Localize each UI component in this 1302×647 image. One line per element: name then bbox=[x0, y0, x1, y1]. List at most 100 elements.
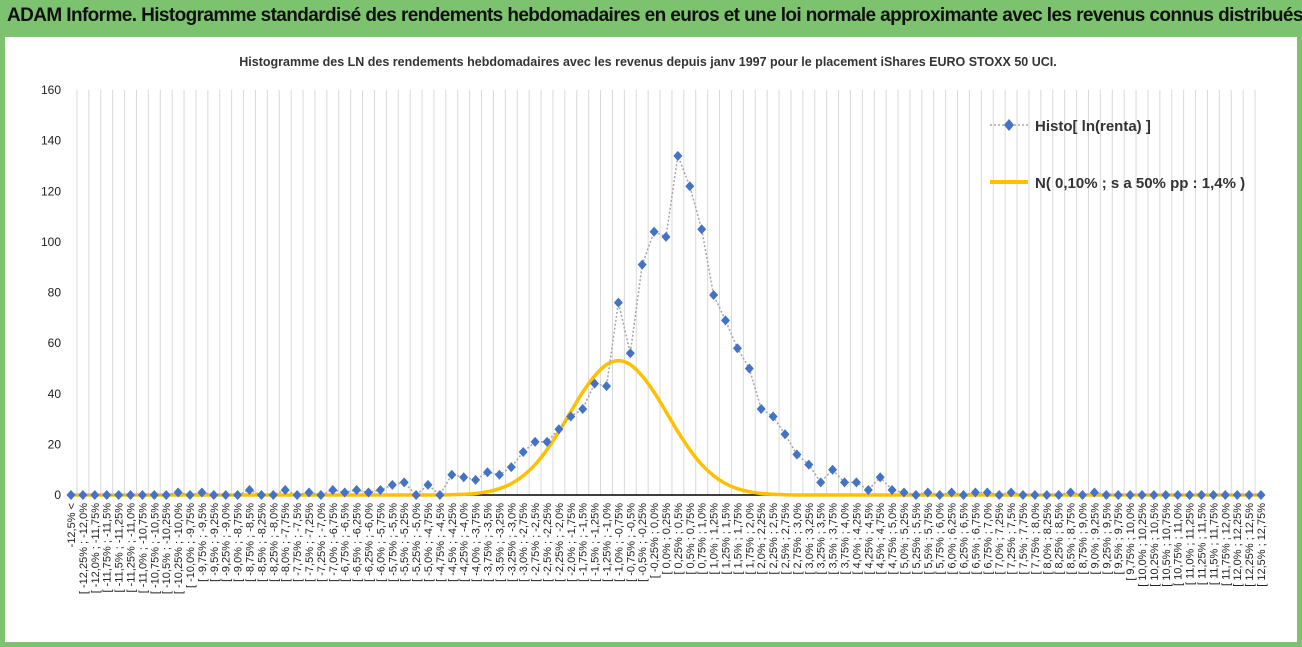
x-tick-label: [ 9,0% ; 9,25% bbox=[1089, 503, 1101, 575]
y-tick-label: 80 bbox=[48, 286, 62, 300]
histo-point bbox=[613, 297, 623, 308]
histo-point bbox=[459, 472, 469, 483]
x-tick-label: [ 1,5% ; 1,75% bbox=[732, 503, 744, 575]
histo-point bbox=[66, 490, 76, 500]
x-tick-label: [ -4,0% ; -3,75% bbox=[471, 503, 483, 582]
x-tick-label: [ -10,0% ; -9,75% bbox=[185, 503, 197, 588]
histo-point bbox=[173, 487, 183, 498]
x-tick-label: [ 11,75% ; 12,0% bbox=[1220, 503, 1232, 586]
histo-point bbox=[90, 490, 100, 500]
normal-curve bbox=[70, 358, 1261, 497]
histo-point bbox=[721, 315, 730, 326]
x-tick-label: [ 12,0% ; 12,25% bbox=[1232, 503, 1244, 587]
histo-point bbox=[411, 490, 421, 500]
histo-point bbox=[1149, 490, 1159, 500]
x-tick-label: [ -8,75% ; -8,5% bbox=[245, 503, 257, 582]
x-tick-label: [ -2,25% ; -2,0% bbox=[554, 503, 566, 582]
histo-point bbox=[1220, 490, 1230, 500]
histo-point bbox=[1185, 490, 1195, 500]
x-tick-label: [ -8,5% ; -8,25% bbox=[256, 503, 268, 582]
x-tick-label: [ 7,75% ; 8,0% bbox=[1030, 503, 1042, 575]
x-tick-label: [ 7,0% ; 7,25% bbox=[994, 503, 1006, 575]
x-tick-label: [ 12,5% ; 12,75% bbox=[1256, 503, 1268, 587]
histo-point bbox=[685, 181, 695, 192]
histo-point bbox=[1125, 490, 1135, 500]
x-tick-label: [ 6,75% ; 7,0% bbox=[982, 503, 994, 575]
y-tick-label: 60 bbox=[48, 336, 62, 350]
x-tick-label: [ -4,75% ; -4,5% bbox=[435, 503, 447, 582]
x-tick-label: [ -5,5% ; -5,25% bbox=[399, 503, 411, 582]
histo-point bbox=[423, 479, 433, 490]
frame-left bbox=[0, 37, 5, 647]
histo-point bbox=[768, 411, 778, 422]
x-tick-label: [ -11,75% ; -11,5% bbox=[102, 503, 114, 593]
histo-point bbox=[625, 348, 635, 359]
histo-line bbox=[71, 152, 1261, 497]
x-tick-label: [ 4,25% ; 4,5% bbox=[863, 503, 875, 575]
x-tick-label: [ 7,5% ; 7,75% bbox=[1018, 503, 1030, 575]
histo-point bbox=[899, 487, 909, 498]
chart-title: Histogramme des LN des rendements hebdom… bbox=[239, 55, 1056, 69]
histo-point bbox=[947, 487, 957, 498]
x-tick-label: [ 11,5% ; 11,75% bbox=[1208, 503, 1220, 585]
y-tick-label: 160 bbox=[41, 83, 61, 97]
histo-point bbox=[840, 477, 849, 488]
histo-point bbox=[221, 490, 231, 500]
frame-right bbox=[1297, 37, 1302, 647]
histo-point bbox=[697, 224, 707, 235]
x-tick-label: [ -10,5% ; -10,25% bbox=[161, 503, 173, 594]
x-tick-label: [ 5,5% ; 5,75% bbox=[923, 503, 935, 575]
x-tick-label: [ -7,0% ; -6,75% bbox=[328, 503, 340, 582]
x-tick-label: [ 10,0% ; 10,25% bbox=[1137, 503, 1149, 587]
histo-point bbox=[1232, 490, 1242, 500]
x-tick-label: [ 0,5% ; 0,75% bbox=[685, 503, 697, 575]
x-tick-label: [ -2,5% ; -2,25% bbox=[542, 503, 554, 582]
x-tick-label: [ 8,25% ; 8,5% bbox=[1054, 503, 1066, 575]
histo-point bbox=[316, 490, 326, 500]
y-axis: 0 20 40 60 80 100 120 140 160 bbox=[41, 83, 61, 502]
histo-point bbox=[126, 490, 135, 500]
histo-point bbox=[637, 259, 647, 270]
histo-point bbox=[447, 469, 457, 480]
page-title: ADAM Informe. Histogramme standardisé de… bbox=[7, 5, 1302, 26]
x-tick-label: [ 11,0% ; 11,25% bbox=[1185, 503, 1197, 585]
x-tick-label: [ 5,75% ; 6,0% bbox=[935, 503, 947, 575]
histo-point bbox=[732, 343, 742, 354]
histo-point bbox=[566, 411, 576, 422]
x-tick-label: [ -7,75% ; -7,5% bbox=[292, 503, 304, 582]
histo-point bbox=[816, 477, 826, 488]
y-tick-label: 120 bbox=[41, 184, 61, 198]
histo-point bbox=[387, 479, 397, 490]
histo-point bbox=[161, 490, 171, 500]
x-tick-label: [ 2,5% ; 2,75% bbox=[780, 503, 792, 575]
histo-point bbox=[233, 490, 243, 500]
x-tick-label: [ -1,25% ; -1,0% bbox=[602, 503, 614, 582]
histo-point bbox=[197, 487, 207, 498]
x-tick-label: [ -5,75% ; -5,5% bbox=[387, 503, 399, 582]
legend: Histo[ ln(renta) ] N( 0,10% ; s a 50% pp… bbox=[990, 118, 1245, 192]
histo-point bbox=[364, 487, 373, 498]
x-tick-label: [ 8,0% ; 8,25% bbox=[1042, 503, 1054, 575]
x-tick-label: [ 5,0% ; 5,25% bbox=[899, 503, 911, 575]
x-tick-label: [ 11,25% ; 11,5% bbox=[1197, 503, 1209, 585]
x-tick-label: [ -3,25% ; -3,0% bbox=[506, 503, 518, 582]
histo-point bbox=[804, 459, 814, 470]
x-tick-label: [ 4,0% ; 4,25% bbox=[851, 503, 863, 575]
histo-point bbox=[280, 484, 290, 495]
histo-point bbox=[506, 462, 516, 473]
x-tick-label: [ 2,75% ; 3,0% bbox=[792, 503, 804, 575]
histo-point bbox=[352, 484, 362, 495]
x-tick-label: [ 4,75% ; 5,0% bbox=[887, 503, 899, 575]
x-tick-label: [ -4,5% ; -4,25% bbox=[447, 503, 459, 582]
histo-point bbox=[994, 490, 1004, 500]
x-tick-label: [ 8,75% ; 9,0% bbox=[1078, 503, 1090, 575]
histo-point bbox=[185, 490, 195, 500]
x-tick-label: -12,5% < bbox=[66, 503, 78, 547]
histo-point bbox=[375, 484, 385, 495]
histo-point bbox=[1197, 490, 1206, 500]
histo-point bbox=[328, 484, 338, 495]
histo-point bbox=[292, 490, 302, 500]
histo-point bbox=[1256, 490, 1266, 500]
x-tick-label: [ 2,25% ; 2,5% bbox=[768, 503, 780, 575]
x-tick-label: [ 9,25% ; 9,5% bbox=[1101, 503, 1113, 575]
